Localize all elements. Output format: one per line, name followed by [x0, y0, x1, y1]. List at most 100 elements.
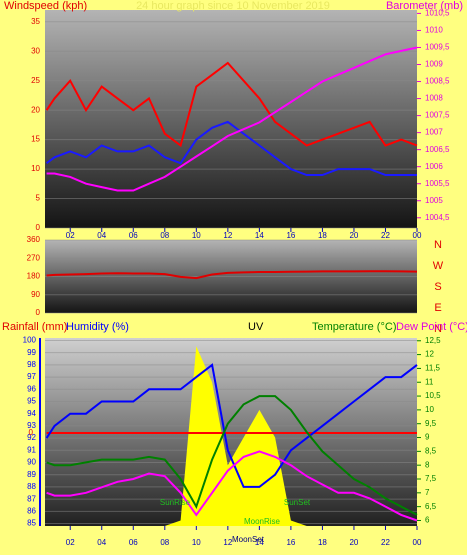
y2-tick-label: 1005	[425, 196, 443, 205]
x-tick-label: 04	[97, 231, 106, 240]
y-tick-label: 92	[27, 433, 36, 442]
y-tick-label: 5	[36, 194, 41, 203]
x-tick-label: 00	[413, 538, 422, 547]
y2-tick-label: 1006	[425, 162, 443, 171]
x-tick-label: 08	[160, 231, 169, 240]
compass-label: W	[433, 260, 444, 272]
y2-tick-label: 12	[425, 350, 434, 359]
x-tick-label: 16	[286, 231, 295, 240]
x-tick-label: 16	[286, 538, 295, 547]
y-tick-label: 0	[36, 308, 41, 317]
x-tick-label: 04	[97, 538, 106, 547]
y2-tick-label: 1008,5	[425, 77, 450, 86]
x-tick-label: 06	[129, 538, 138, 547]
y2-tick-label: 11,5	[425, 364, 441, 373]
x-tick-label: 02	[66, 231, 75, 240]
y-tick-label: 25	[31, 76, 40, 85]
x-tick-label: 12	[223, 231, 232, 240]
y2-tick-label: 6,5	[425, 502, 437, 511]
uv-area	[46, 346, 417, 526]
panel-label: Dew Point (°C)	[396, 321, 467, 333]
y-tick-label: 99	[27, 348, 36, 357]
y2-tick-label: 1007,5	[425, 111, 450, 120]
y-tick-label: 10	[31, 164, 40, 173]
x-tick-label: 18	[318, 231, 327, 240]
y-tick-label: 30	[31, 46, 40, 55]
x-tick-label: 10	[192, 231, 201, 240]
y2-tick-label: 6	[425, 516, 430, 525]
y2-tick-label: 7,5	[425, 474, 437, 483]
y2-tick-label: 1009	[425, 60, 443, 69]
y2-axis-label: Barometer (mb)	[386, 0, 463, 12]
y-tick-label: 89	[27, 470, 36, 479]
x-tick-label: 20	[349, 538, 358, 547]
y-tick-label: 87	[27, 494, 36, 503]
y-tick-label: 93	[27, 421, 36, 430]
x-tick-label: 02	[66, 538, 75, 547]
y-tick-label: 86	[27, 506, 36, 515]
y-tick-label: 94	[27, 409, 36, 418]
series-line	[46, 120, 417, 176]
y-tick-label: 98	[27, 360, 36, 369]
panel-label: Humidity (%)	[66, 321, 129, 333]
y2-tick-label: 11	[425, 377, 434, 386]
series-line	[45, 61, 418, 148]
y-tick-label: 270	[27, 253, 41, 262]
y-tick-label: 0	[36, 223, 41, 232]
y-axis-label: Windspeed (kph)	[4, 0, 87, 12]
panel-wind	[45, 10, 417, 228]
x-tick-label: 14	[255, 231, 264, 240]
x-tick-label: 10	[192, 538, 201, 547]
compass-label: N	[434, 323, 442, 335]
y-tick-label: 85	[27, 519, 36, 528]
x-tick-label: 00	[413, 231, 422, 240]
y2-tick-label: 8,5	[425, 446, 437, 455]
y2-tick-label: 1007	[425, 128, 443, 137]
y-tick-label: 91	[27, 445, 36, 454]
panel-label: Temperature (°C)	[312, 321, 396, 333]
annotation: MoonRise	[244, 517, 281, 526]
x-tick-label: 12	[223, 538, 232, 547]
annotation: MoonSet	[232, 535, 265, 544]
x-tick-label: 14	[255, 538, 264, 547]
y-tick-label: 90	[27, 458, 36, 467]
y-tick-label: 35	[31, 17, 40, 26]
y-tick-label: 180	[27, 272, 41, 281]
x-tick-label: 22	[381, 231, 390, 240]
y2-tick-label: 10,5	[425, 391, 441, 400]
y2-tick-label: 1010,5	[425, 9, 450, 18]
x-tick-label: 08	[160, 538, 169, 547]
y2-tick-label: 1004,5	[425, 213, 450, 222]
y-tick-label: 90	[31, 290, 40, 299]
compass-label: S	[434, 281, 441, 293]
x-tick-label: 18	[318, 538, 327, 547]
y2-tick-label: 1010	[425, 26, 443, 35]
series-line	[45, 363, 418, 488]
chart-title: 24 hour graph since 10 November 2019	[136, 0, 330, 12]
panel-label: UV	[248, 321, 264, 333]
y-tick-label: 15	[31, 135, 40, 144]
y-tick-label: 88	[27, 482, 36, 491]
series-line	[46, 450, 418, 522]
compass-label: N	[434, 239, 442, 251]
y2-tick-label: 10	[425, 405, 434, 414]
x-tick-label: 20	[349, 231, 358, 240]
rain-tick-label: 0	[29, 428, 34, 437]
series-line	[46, 46, 418, 192]
x-tick-label: 22	[381, 538, 390, 547]
x-tick-label: 06	[129, 231, 138, 240]
annotation: SunSet	[284, 498, 311, 507]
annotation: SunRise	[160, 498, 191, 507]
y2-tick-label: 1005,5	[425, 179, 450, 188]
y-tick-label: 96	[27, 384, 36, 393]
y-tick-label: 20	[31, 105, 40, 114]
y2-tick-label: 1008	[425, 94, 443, 103]
y2-tick-label: 7	[425, 488, 430, 497]
y2-tick-label: 9,5	[425, 419, 437, 428]
y2-tick-label: 9	[425, 433, 430, 442]
series-line	[46, 395, 418, 516]
compass-label: E	[434, 302, 441, 314]
series-line	[46, 270, 418, 280]
y2-tick-label: 12,5	[425, 336, 441, 345]
y-tick-label: 97	[27, 372, 36, 381]
